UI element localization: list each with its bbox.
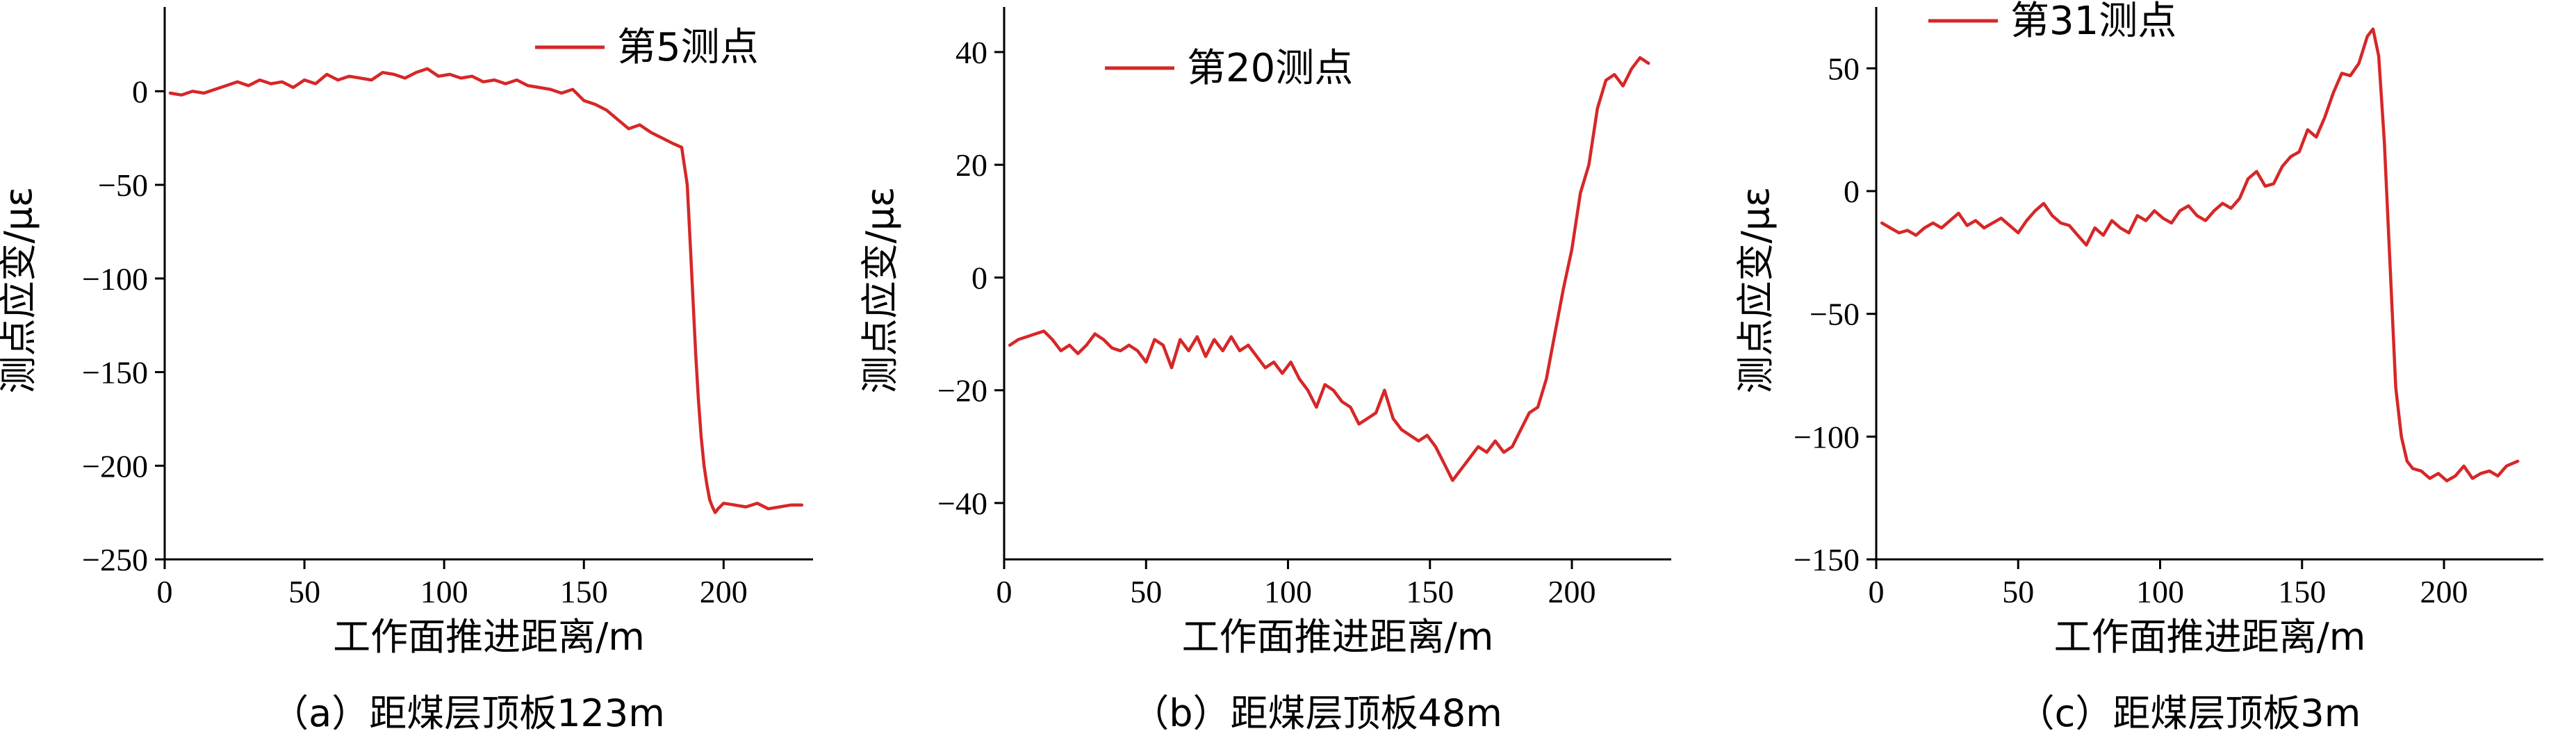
x-tick-label: 100 [2136,574,2184,609]
panel-caption: （c）距煤层顶板3m [2017,691,2361,735]
legend: 第5测点 [535,25,759,70]
panel-caption: （b）距煤层顶板48m [1131,691,1502,735]
x-tick-label: 200 [2420,574,2468,609]
x-tick-label: 150 [560,574,608,609]
y-tick-label: −100 [82,261,148,297]
y-tick-label: −100 [1794,419,1860,454]
y-tick-label: −50 [1810,297,1860,332]
y-tick-label: −250 [82,542,148,577]
x-tick-label: 50 [288,574,320,609]
x-tick-label: 150 [2278,574,2326,609]
series-line [168,67,804,514]
y-axis-title: 测点应变/με [858,187,902,394]
x-tick-label: 0 [157,574,173,609]
legend-label: 第31测点 [2010,0,2176,44]
x-axis-title: 工作面推进距离/m [333,615,645,659]
y-tick-label: −200 [82,448,148,484]
x-tick-label: 100 [1264,574,1312,609]
panel-a: 0 50 100 150 200 0 −50 −100 −150 −200 −250 第5测点工作面推… [0,7,813,735]
y-tick-label: 0 [971,260,987,295]
y-tick-label: 0 [1844,174,1860,209]
y-tick-label: 0 [132,74,148,109]
x-tick-label: 0 [996,574,1012,609]
x-tick-label: 150 [1406,574,1454,609]
y-axis-title: 测点应变/με [1734,187,1778,394]
legend: 第20测点 [1105,46,1353,91]
series-line [1008,56,1650,482]
panel-caption: （a）距煤层顶板123m [271,691,665,735]
x-tick-label: 0 [1869,574,1885,609]
y-tick-label: −150 [82,355,148,391]
x-tick-label: 200 [700,574,748,609]
x-tick-label: 50 [2002,574,2034,609]
panel-c: 0 50 100 150 200 50 0 −50 −100 −150 第31测点工作面推进距离/m… [1734,0,2543,735]
y-tick-label: 50 [1828,51,1860,86]
panel-b: 0 50 100 150 20040200−20−40第20测点工作面推进距离/m测点应… [858,7,1671,735]
y-axis-title: 测点应变/με [0,187,40,394]
legend: 第31测点 [1928,0,2176,44]
x-tick-label: 200 [1548,574,1596,609]
series-line [1880,27,2520,483]
x-axis-title: 工作面推进距离/m [2054,615,2366,659]
legend-label: 第5测点 [617,25,759,70]
x-axis-title: 工作面推进距离/m [1182,615,1494,659]
y-tick-label: −20 [937,373,987,409]
y-tick-label: −40 [937,486,987,521]
y-tick-label: −150 [1794,542,1860,577]
y-tick-label: 20 [955,147,987,183]
y-tick-label: 40 [955,35,987,70]
y-tick-label: −50 [98,167,148,203]
x-tick-label: 100 [420,574,468,609]
x-tick-label: 50 [1130,574,1162,609]
legend-label: 第20测点 [1187,46,1353,91]
